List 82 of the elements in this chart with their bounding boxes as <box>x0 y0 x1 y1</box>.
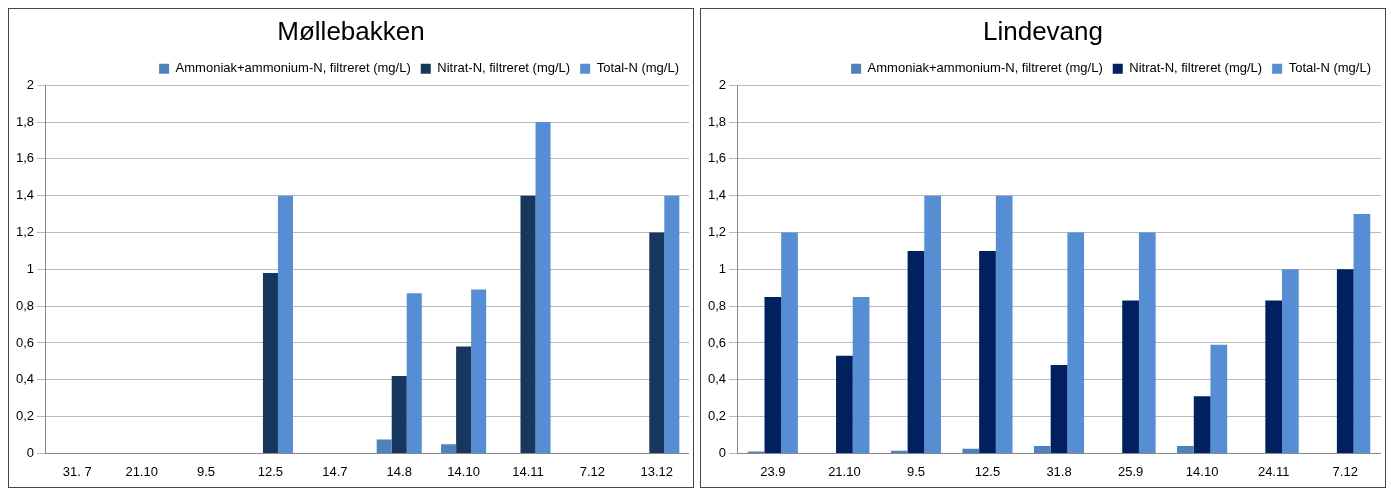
y-tick-label: 0,8 <box>707 297 727 313</box>
x-tick-label: 21.10 <box>125 463 158 479</box>
x-tick-label: 24.11 <box>1257 463 1290 479</box>
bar <box>1177 446 1194 453</box>
y-tick-label: 1,6 <box>707 150 727 166</box>
bar <box>471 289 487 453</box>
x-tick-label: 9.5 <box>906 463 925 479</box>
bar <box>995 195 1013 453</box>
y-tick-label: 0,2 <box>15 408 35 424</box>
bar <box>979 250 996 453</box>
legend-label: Nitrat-N, filtreret (mg/L) <box>437 60 571 76</box>
y-tick-label: 1,8 <box>15 113 35 129</box>
bar <box>1210 344 1228 453</box>
y-tick-label: 1,2 <box>15 224 35 240</box>
y-tick-label: 2 <box>718 76 727 92</box>
x-tick-label: 14.8 <box>386 463 412 479</box>
bar <box>1282 269 1299 453</box>
bar <box>535 122 551 453</box>
x-tick-label: 13.12 <box>640 463 674 479</box>
y-tick-label: 2 <box>26 76 35 92</box>
bar <box>376 439 392 453</box>
legend-label: Ammoniak+ammonium-N, filtreret (mg/L) <box>867 60 1103 76</box>
x-tick-label: 31. 7 <box>62 463 92 479</box>
bar <box>391 376 407 453</box>
bar <box>456 346 472 453</box>
bar <box>406 293 422 453</box>
x-tick-label: 14.11 <box>512 463 544 479</box>
x-tick-label: 14.10 <box>447 463 480 479</box>
x-tick-label: 12.5 <box>257 463 284 479</box>
y-tick-label: 0 <box>26 444 35 460</box>
bar <box>649 232 665 453</box>
bar <box>1138 232 1156 453</box>
x-tick-label: 31.8 <box>1046 463 1072 479</box>
y-tick-label: 1,4 <box>707 187 727 203</box>
chart-title: Møllebakken <box>277 15 425 46</box>
x-tick-label: 9.5 <box>197 463 216 479</box>
y-tick-label: 1 <box>26 260 35 276</box>
x-tick-label: 14.10 <box>1185 463 1219 479</box>
bar <box>664 195 680 453</box>
y-tick-label: 1,2 <box>707 224 727 240</box>
y-tick-label: 0,6 <box>707 334 727 350</box>
x-tick-label: 23.9 <box>760 463 786 479</box>
bar <box>1033 446 1051 453</box>
bar <box>907 250 925 453</box>
bar <box>520 195 536 453</box>
bar <box>277 195 293 453</box>
y-tick-label: 0 <box>718 444 727 460</box>
legend-label: Ammoniak+ammonium-N, filtreret (mg/L) <box>175 60 411 76</box>
bar <box>1050 365 1068 453</box>
bar <box>1067 232 1085 453</box>
chart-title: Lindevang <box>983 15 1103 46</box>
bar <box>1336 269 1354 453</box>
bar <box>764 296 782 453</box>
y-tick-label: 0,4 <box>707 371 727 387</box>
bar <box>781 232 798 453</box>
bar <box>836 355 853 453</box>
x-tick-label: 14.7 <box>322 463 348 479</box>
bar <box>1122 300 1139 453</box>
y-tick-label: 0,4 <box>15 371 35 387</box>
bar <box>1353 214 1371 453</box>
bar <box>962 448 980 453</box>
bar <box>441 444 457 453</box>
bar <box>1265 300 1283 453</box>
y-tick-label: 0,8 <box>15 297 35 313</box>
legend-label: Total-N (mg/L) <box>1288 60 1372 76</box>
y-tick-label: 1 <box>718 260 727 276</box>
x-tick-label: 12.5 <box>974 463 1001 479</box>
y-tick-label: 0,6 <box>15 334 35 350</box>
x-tick-label: 21.10 <box>828 463 861 479</box>
bar <box>1193 396 1211 453</box>
legend-label: Total-N (mg/L) <box>596 60 680 76</box>
x-tick-label: 7.12 <box>579 463 606 479</box>
y-tick-label: 1,6 <box>15 150 35 166</box>
x-tick-label: 7.12 <box>1332 463 1358 479</box>
legend-label: Nitrat-N, filtreret (mg/L) <box>1129 60 1263 76</box>
bar <box>262 272 278 453</box>
bar <box>924 195 941 453</box>
x-tick-label: 25.9 <box>1117 463 1144 479</box>
bar <box>852 296 870 453</box>
y-tick-label: 1,8 <box>707 113 727 129</box>
y-tick-label: 0,2 <box>707 408 727 424</box>
y-tick-label: 1,4 <box>15 187 35 203</box>
